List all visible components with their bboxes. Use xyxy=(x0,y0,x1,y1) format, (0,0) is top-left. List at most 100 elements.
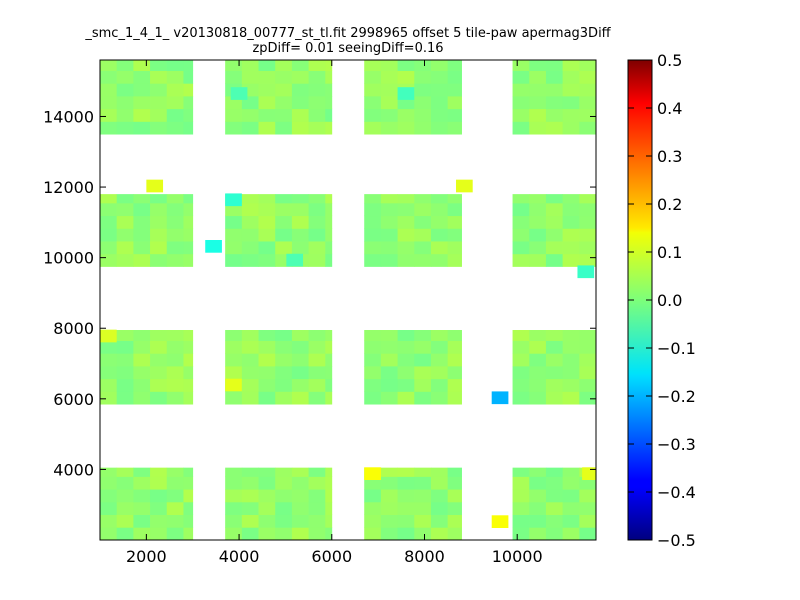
heatmap-cell xyxy=(150,215,168,229)
heatmap-cell xyxy=(275,202,293,217)
heatmap-cell xyxy=(447,391,462,405)
x-axis: 2000 4000 6000 8000 10000 xyxy=(126,60,543,566)
heatmap-cell xyxy=(241,378,259,392)
y-tick-label: 10000 xyxy=(43,249,94,268)
heatmap-cell xyxy=(430,514,449,528)
heatmap-cell xyxy=(447,366,462,380)
heatmap-cell xyxy=(562,253,580,267)
heatmap-cell xyxy=(447,70,462,84)
heatmap-cell xyxy=(512,241,530,255)
heatmap-cell xyxy=(529,527,547,540)
heatmap-cell xyxy=(116,108,134,122)
heatmap-cell xyxy=(116,514,134,528)
heatmap-cell xyxy=(397,60,415,71)
heatmap-cell xyxy=(150,202,168,217)
heatmap-cell xyxy=(241,366,259,380)
heatmap-cell xyxy=(258,467,276,477)
heatmap-cell xyxy=(241,215,259,229)
heatmap-cell xyxy=(512,215,530,229)
heatmap-cell xyxy=(166,353,184,367)
heatmap-cell xyxy=(100,228,118,242)
heatmap-cell xyxy=(100,202,118,217)
heatmap-cell xyxy=(291,340,309,354)
heatmap-cell xyxy=(258,96,276,110)
y-tick-label: 6000 xyxy=(53,390,94,409)
heatmap-cell xyxy=(116,202,134,217)
heatmap-cell xyxy=(529,366,547,380)
heatmap-cell xyxy=(529,501,547,515)
heatmap-cell xyxy=(275,60,293,71)
heatmap-cell xyxy=(225,60,243,71)
heatmap-cell xyxy=(150,121,168,135)
colorbar-tick-label: −0.3 xyxy=(657,435,696,454)
heatmap-cell xyxy=(275,501,293,515)
heatmap-cell xyxy=(325,391,333,405)
heatmap-cell xyxy=(100,366,118,380)
heatmap-cell xyxy=(150,391,168,405)
heatmap-cell xyxy=(414,340,432,354)
heatmap-cell xyxy=(166,228,184,242)
heatmap-cell xyxy=(562,202,580,217)
heatmap-cell xyxy=(397,353,415,367)
heatmap-cell xyxy=(512,121,530,135)
heatmap-cell xyxy=(166,527,184,540)
heatmap-cell xyxy=(166,366,184,380)
heatmap-cell xyxy=(275,330,293,341)
heatmap-cell xyxy=(364,60,382,71)
heatmap-cell xyxy=(325,108,333,122)
heatmap-cell xyxy=(116,489,134,503)
heatmap-cell xyxy=(241,60,259,71)
heatmap-cell xyxy=(241,489,259,503)
heatmap-cell xyxy=(545,514,564,528)
heatmap-cell xyxy=(308,253,326,267)
heatmap-cell xyxy=(397,527,415,540)
heatmap-cell xyxy=(380,514,398,528)
heatmap-cell xyxy=(133,467,151,477)
colorbar-tick-label: −0.5 xyxy=(657,531,696,550)
heatmap-cell xyxy=(545,194,564,204)
heatmap-cell xyxy=(308,202,326,217)
heatmap-cell xyxy=(545,330,564,341)
heatmap-cell xyxy=(414,476,432,490)
heatmap-cell xyxy=(183,489,194,503)
heatmap-cell xyxy=(562,340,580,354)
heatmap-cell xyxy=(275,228,293,242)
heatmap-cell xyxy=(166,70,184,84)
heatmap-cell xyxy=(325,215,333,229)
heatmap-cell xyxy=(380,378,398,392)
heatmap-cell xyxy=(430,489,449,503)
heatmap-cell xyxy=(100,467,118,477)
heatmap-cell xyxy=(414,489,432,503)
heatmap-cell xyxy=(150,241,168,255)
heatmap-cell xyxy=(414,353,432,367)
heatmap-cell xyxy=(225,108,243,122)
heatmap-cell xyxy=(512,70,530,84)
heatmap-cell xyxy=(512,228,530,242)
heatmap-cell-highlight xyxy=(456,179,473,193)
heatmap-cell xyxy=(545,501,564,515)
heatmap-cell xyxy=(308,330,326,341)
heatmap-cell xyxy=(100,340,118,354)
heatmap-cell xyxy=(397,228,415,242)
heatmap-cell xyxy=(308,340,326,354)
x-tick-label: 2000 xyxy=(126,547,167,566)
heatmap-cell xyxy=(364,241,382,255)
heatmap-cell xyxy=(545,353,564,367)
heatmap-cell xyxy=(325,121,333,135)
heatmap-cell xyxy=(380,527,398,540)
heatmap-cell-highlight xyxy=(364,467,381,480)
heatmap-cell xyxy=(133,228,151,242)
heatmap-cell xyxy=(512,330,530,341)
heatmap-cell xyxy=(241,228,259,242)
heatmap-cell xyxy=(100,527,118,540)
heatmap-cell xyxy=(133,353,151,367)
heatmap-cell xyxy=(512,378,530,392)
heatmap-cell xyxy=(430,121,449,135)
heatmap-cell xyxy=(380,330,398,341)
heatmap-cell xyxy=(133,96,151,110)
heatmap-cell xyxy=(183,60,194,71)
heatmap-cell xyxy=(529,202,547,217)
heatmap-cell xyxy=(291,476,309,490)
heatmap-cell xyxy=(225,366,243,380)
y-axis: 4000 6000 8000 10000 12000 14000 xyxy=(43,107,596,479)
